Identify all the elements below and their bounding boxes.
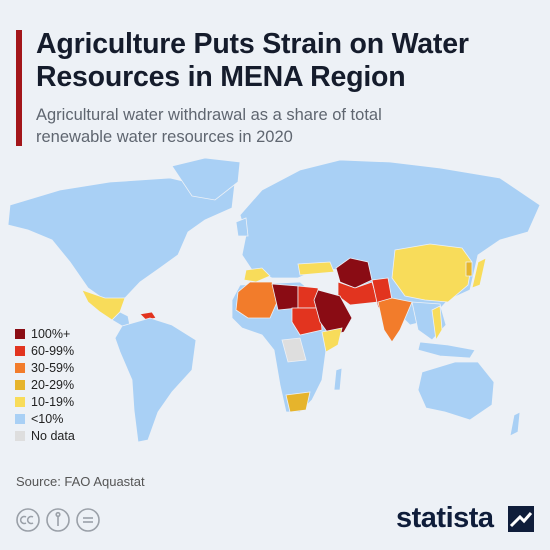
brand: statista: [396, 502, 494, 534]
india: [377, 297, 413, 343]
legend-label: No data: [31, 428, 75, 443]
central-america: [111, 311, 131, 327]
legend-label: 30-59%: [31, 360, 75, 375]
accent-bar: [16, 30, 22, 146]
turkey: [297, 261, 335, 276]
no-data-africa: [281, 337, 307, 363]
world-map: [7, 157, 541, 443]
legend-item: 100%+: [15, 325, 75, 342]
license-icons: [16, 508, 100, 532]
legend-item: No data: [15, 427, 75, 444]
legend-label: 100%+: [31, 326, 71, 341]
japan: [471, 257, 487, 289]
australia: [417, 361, 495, 421]
legend-item: 30-59%: [15, 359, 75, 376]
legend-label: 10-19%: [31, 394, 75, 409]
south-africa: [285, 391, 311, 413]
legend-swatch: [15, 413, 25, 424]
new-zealand: [509, 411, 521, 437]
legend-swatch: [15, 379, 25, 390]
maghreb: [235, 281, 279, 319]
mediterranean-europe: [243, 267, 271, 283]
legend-item: 20-29%: [15, 376, 75, 393]
legend-item: 10-19%: [15, 393, 75, 410]
south-america: [114, 317, 197, 443]
greenland: [171, 157, 241, 201]
madagascar: [333, 367, 343, 391]
legend-item: 60-99%: [15, 342, 75, 359]
uk: [235, 217, 249, 237]
subtitle: Agricultural water withdrawal as a share…: [36, 106, 382, 146]
north-america: [7, 177, 236, 301]
legend-swatch: [15, 396, 25, 407]
legend-swatch: [15, 362, 25, 373]
china: [391, 243, 473, 303]
horn-of-africa: [321, 327, 343, 353]
korea: [465, 261, 473, 277]
caribbean: [139, 311, 157, 321]
legend-swatch: [15, 430, 25, 441]
legend-label: <10%: [31, 411, 64, 426]
legend-label: 20-29%: [31, 377, 75, 392]
title: Agriculture Puts Strain on Water Resourc…: [36, 28, 469, 93]
legend: 100%+ 60-99% 30-59% 20-29% 10-19% <10% No data: [15, 325, 75, 444]
vietnam: [431, 305, 443, 342]
source: Source: FAO Aquastat: [16, 474, 145, 489]
brand-logo: [508, 506, 534, 532]
indonesia: [417, 341, 476, 359]
legend-swatch: [15, 345, 25, 356]
legend-item: <10%: [15, 410, 75, 427]
legend-swatch: [15, 328, 25, 339]
legend-label: 60-99%: [31, 343, 75, 358]
sudan: [291, 307, 323, 336]
